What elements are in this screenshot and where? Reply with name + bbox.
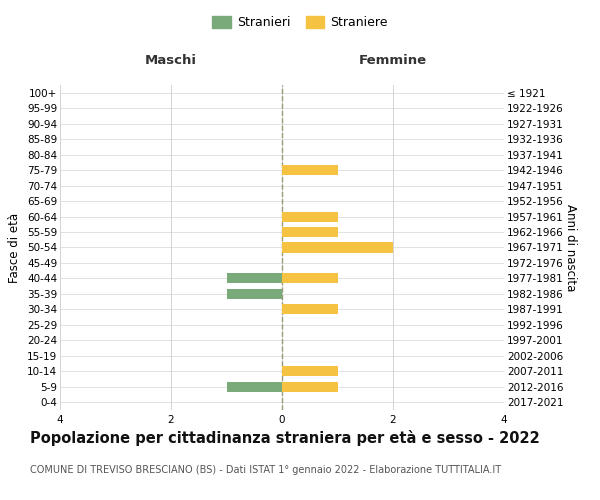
Legend: Stranieri, Straniere: Stranieri, Straniere xyxy=(207,11,393,34)
Y-axis label: Fasce di età: Fasce di età xyxy=(8,212,22,282)
Bar xyxy=(282,242,393,252)
Bar xyxy=(227,382,282,392)
Y-axis label: Anni di nascita: Anni di nascita xyxy=(565,204,577,291)
Bar xyxy=(282,165,337,175)
Bar xyxy=(282,304,337,314)
Bar xyxy=(227,289,282,299)
Bar xyxy=(282,274,337,283)
Text: Maschi: Maschi xyxy=(145,54,197,68)
Text: Popolazione per cittadinanza straniera per età e sesso - 2022: Popolazione per cittadinanza straniera p… xyxy=(30,430,540,446)
Text: Femmine: Femmine xyxy=(359,54,427,68)
Bar xyxy=(227,274,282,283)
Bar xyxy=(282,366,337,376)
Text: COMUNE DI TREVISO BRESCIANO (BS) - Dati ISTAT 1° gennaio 2022 - Elaborazione TUT: COMUNE DI TREVISO BRESCIANO (BS) - Dati … xyxy=(30,465,501,475)
Bar xyxy=(282,382,337,392)
Bar xyxy=(282,212,337,222)
Bar xyxy=(282,227,337,237)
